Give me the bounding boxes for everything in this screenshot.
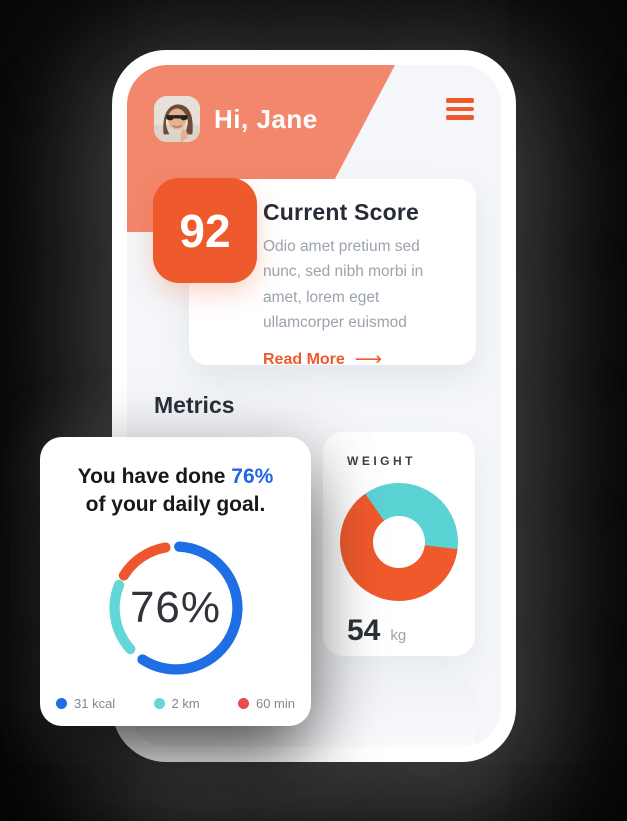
- profile-photo-illustration: [154, 96, 200, 142]
- daily-goal-popup-card: You have done 76% of your daily goal. 76…: [40, 437, 311, 726]
- read-more-button[interactable]: Read More ⟶: [263, 350, 382, 369]
- legend-item-kcal: 31 kcal: [56, 696, 115, 711]
- legend-label-km: 2 km: [171, 696, 200, 711]
- progress-percent-label: 76%: [129, 582, 222, 632]
- goal-title-prefix: You have done: [77, 465, 232, 488]
- weight-card-title: WEIGHT: [347, 454, 416, 468]
- legend-item-min: 60 min: [237, 696, 295, 711]
- weight-donut: [340, 483, 458, 601]
- weight-metric-card[interactable]: WEIGHT 54 kg: [323, 432, 475, 656]
- avatar[interactable]: [154, 96, 200, 142]
- weight-unit: kg: [390, 627, 407, 644]
- hamburger-menu-icon[interactable]: [446, 98, 474, 120]
- score-card-title: Current Score: [263, 199, 419, 225]
- ring-arc-km: [108, 541, 243, 675]
- legend-label-kcal: 31 kcal: [74, 696, 116, 711]
- weight-value: 54: [347, 614, 381, 647]
- score-card-description: Odio amet pretium sed nunc, sed nibh mor…: [263, 238, 424, 331]
- score-value-badge: 92: [153, 178, 257, 283]
- read-more-label: Read More: [263, 350, 345, 368]
- goal-legend: 31 kcal 2 km 60 min: [56, 696, 295, 711]
- goal-title: You have done 76% of your daily goal.: [40, 463, 311, 520]
- goal-title-percent: 76%: [231, 465, 274, 488]
- app-screen: Hi, Jane Current Score Odio amet pretium…: [127, 65, 501, 747]
- legend-item-km: 2 km: [153, 696, 200, 711]
- goal-title-line2: of your daily goal.: [85, 493, 266, 517]
- legend-label-min: 60 min: [255, 696, 295, 711]
- metrics-section-title: Metrics: [154, 392, 235, 418]
- next-metric-card-partial: [307, 678, 475, 747]
- progress-ring-chart: 76%: [98, 530, 254, 686]
- greeting-text: Hi, Jane: [214, 103, 318, 134]
- ring-arc-min: [108, 541, 243, 675]
- legend-dot-min: [237, 698, 249, 709]
- header: Hi, Jane: [154, 96, 318, 142]
- arrow-right-icon: ⟶: [354, 349, 383, 370]
- legend-dot-kcal: [56, 698, 67, 709]
- weight-value-row: 54 kg: [347, 614, 475, 648]
- ring-arc-kcal: [108, 541, 243, 675]
- phone-frame: Hi, Jane Current Score Odio amet pretium…: [112, 50, 516, 762]
- legend-dot-km: [153, 698, 165, 709]
